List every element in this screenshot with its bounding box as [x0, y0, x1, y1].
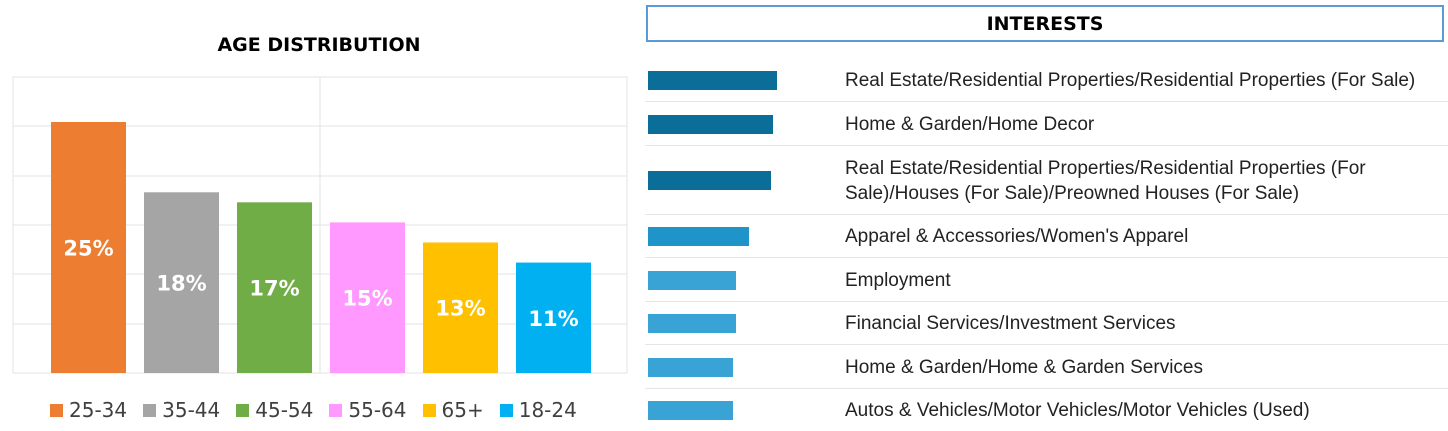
legend-label: 35-44	[162, 398, 221, 422]
bar-18-24	[516, 262, 591, 373]
data-label-55-64: 15%	[342, 287, 392, 311]
interest-row: Real Estate/Residential Properties/Resid…	[645, 58, 1448, 102]
interest-label: Financial Services/Investment Services	[845, 313, 1176, 334]
interest-label: Home & Garden/Home Decor	[845, 114, 1095, 135]
interest-label: Real Estate/Residential Properties/Resid…	[845, 158, 1366, 204]
legend-label: 55-64	[348, 398, 407, 422]
interest-label: Apparel & Accessories/Women's Apparel	[845, 226, 1189, 247]
bar-65+	[423, 242, 498, 373]
legend-label: 25-34	[69, 398, 128, 422]
legend-item-18-24: 18-24	[499, 398, 577, 422]
interest-label: Employment	[845, 270, 951, 291]
legend-item-25-34: 25-34	[50, 398, 127, 422]
data-label-65+: 13%	[435, 297, 485, 321]
legend-item-35-44: 35-44	[143, 398, 220, 422]
bar-35-44	[144, 192, 219, 373]
legend-swatch	[143, 403, 157, 417]
interest-row: Autos & Vehicles/Motor Vehicles/Motor Ve…	[645, 389, 1448, 431]
interest-row: Home & Garden/Home Decor	[645, 102, 1448, 146]
interest-row: Real Estate/Residential Properties/Resid…	[645, 146, 1448, 215]
data-label-45-54: 17%	[249, 277, 299, 301]
interest-bar	[648, 271, 736, 290]
data-label-35-44: 18%	[156, 272, 206, 296]
data-label-25-34: 25%	[63, 237, 113, 261]
legend-item-55-64: 55-64	[329, 398, 407, 422]
legend-swatch	[50, 403, 63, 417]
interest-label: Autos & Vehicles/Motor Vehicles/Motor Ve…	[845, 400, 1310, 421]
interest-bar	[648, 358, 733, 377]
legend-label: 18-24	[518, 398, 577, 422]
interest-label: Real Estate/Residential Properties/Resid…	[845, 70, 1416, 91]
interest-bar	[648, 71, 777, 90]
interest-row: Apparel & Accessories/Women's Apparel	[645, 215, 1448, 258]
interest-label: Home & Garden/Home & Garden Services	[845, 357, 1203, 378]
interest-bar	[648, 314, 736, 333]
legend-item-45-54: 45-54	[236, 398, 313, 422]
legend-item-65+: 65+	[422, 398, 484, 422]
age-distribution-chart: 25% 18% 17% 15% 13% 11%	[12, 76, 628, 374]
interest-row: Financial Services/Investment Services	[645, 302, 1448, 345]
interest-row: Employment	[645, 258, 1448, 302]
legend-label: 65+	[441, 398, 484, 422]
data-label-18-24: 11%	[528, 307, 578, 331]
bar-25-34	[51, 122, 126, 373]
legend-swatch	[422, 403, 436, 417]
legend-label: 45-54	[255, 398, 314, 422]
bar-55-64	[330, 222, 405, 373]
interest-bar	[648, 115, 773, 134]
age-chart-legend: 25-34 35-44 45-54 55-64 65+ 18-24	[50, 398, 577, 422]
interest-bar	[648, 227, 749, 246]
age-chart-title: AGE DISTRIBUTION	[217, 34, 421, 56]
bar-45-54	[237, 202, 312, 373]
interest-bar	[648, 401, 733, 420]
legend-swatch	[329, 403, 343, 417]
interests-title: INTERESTS	[646, 5, 1444, 42]
legend-swatch	[499, 403, 513, 417]
age-distribution-panel: AGE DISTRIBUTION 25% 18% 17% 15% 13% 11% 25-3…	[0, 0, 630, 431]
interest-bar	[648, 171, 771, 190]
legend-swatch	[236, 403, 250, 417]
interests-panel: INTERESTS Real Estate/Residential Proper…	[645, 0, 1448, 431]
interest-row: Home & Garden/Home & Garden Services	[645, 345, 1448, 389]
